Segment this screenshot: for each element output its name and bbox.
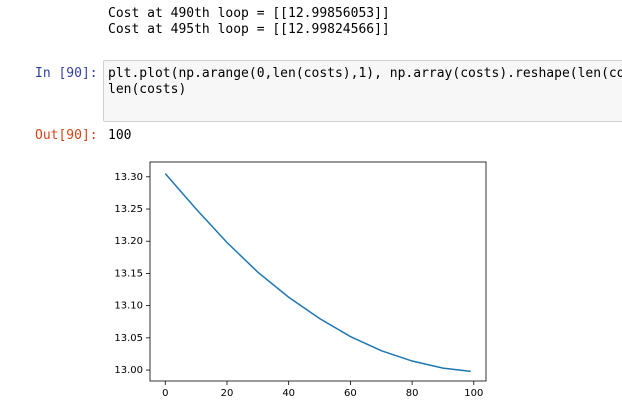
y-tick-label: 13.20	[114, 236, 143, 247]
plot-frame	[149, 161, 487, 382]
y-tick-label: 13.10	[114, 301, 143, 312]
line	[164, 173, 471, 373]
x-tick-label: 0	[162, 388, 168, 399]
output-value: 100	[108, 128, 132, 143]
y-tick-label: 13.00	[114, 365, 143, 376]
output-line: Cost at 490th loop = [[12.99856053]]	[108, 6, 390, 21]
x-tick-label: 60	[344, 388, 357, 399]
x-tick-label: 80	[406, 388, 419, 399]
x-tick-label: 100	[464, 388, 483, 399]
code-line: len(costs)	[108, 82, 187, 97]
y-tick-label: 13.25	[114, 204, 143, 215]
output-prompt: Out[90]:	[35, 128, 98, 143]
input-prompt: In [90]:	[35, 66, 98, 81]
y-tick-label: 13.05	[114, 333, 143, 344]
output-line: Cost at 495th loop = [[12.99824566]]	[108, 22, 390, 37]
x-tick-label: 40	[282, 388, 295, 399]
x-tick-label: 20	[221, 388, 234, 399]
y-tick-label: 13.15	[114, 268, 143, 279]
code-cell[interactable]: plt.plot(np.arange(0,len(costs),1), np.a…	[103, 60, 622, 122]
y-tick-label: 13.30	[114, 172, 143, 183]
code-line: plt.plot(np.arange(0,len(costs),1), np.a…	[108, 66, 622, 81]
